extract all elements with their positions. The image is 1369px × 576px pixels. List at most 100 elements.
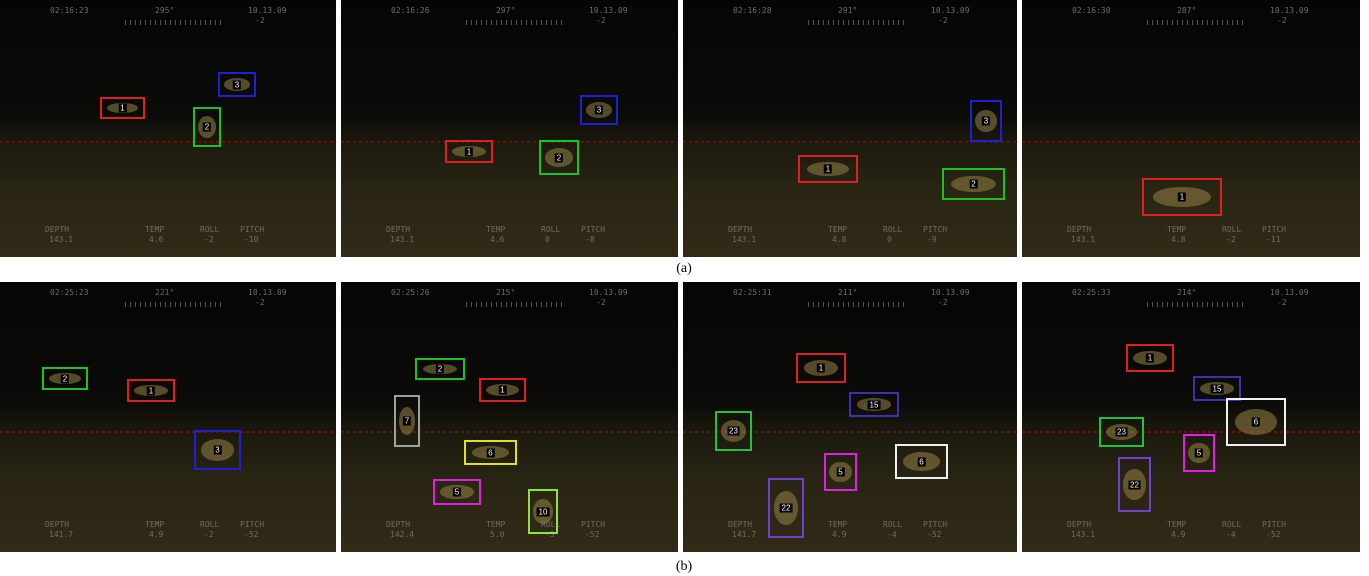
- date: 10.13.09: [1270, 288, 1309, 297]
- bounding-box: 5: [824, 453, 857, 491]
- temp-label: TEMP: [828, 520, 847, 529]
- roll-header: -2: [1277, 298, 1287, 307]
- box-label: 23: [727, 427, 740, 436]
- box-label: 1: [465, 147, 473, 156]
- date: 10.13.09: [589, 288, 628, 297]
- date: 10.13.09: [931, 6, 970, 15]
- temp-label: TEMP: [486, 225, 505, 234]
- roll-label: ROLL: [883, 520, 902, 529]
- roll-header: -2: [255, 298, 265, 307]
- temp-label: TEMP: [145, 520, 164, 529]
- laser-line: [683, 141, 1017, 143]
- pitch-label: PITCH: [240, 520, 264, 529]
- box-label: 1: [817, 364, 825, 373]
- box-label: 5: [1195, 449, 1203, 458]
- bounding-box: 1: [798, 155, 858, 183]
- box-label: 5: [453, 488, 461, 497]
- bounding-box: 1: [479, 378, 526, 402]
- temp-value: 4.6: [149, 235, 163, 244]
- laser-line: [1022, 141, 1360, 143]
- box-label: 7: [403, 417, 411, 426]
- compass-strip: [125, 302, 225, 307]
- roll-value: -2: [204, 530, 214, 539]
- timestamp: 02:16:30: [1072, 6, 1111, 15]
- box-label: 1: [498, 386, 506, 395]
- roll-header: -2: [596, 16, 606, 25]
- depth-label: DEPTH: [728, 225, 752, 234]
- pitch-label: PITCH: [581, 520, 605, 529]
- date: 10.13.09: [1270, 6, 1309, 15]
- box-label: 2: [969, 180, 977, 189]
- box-label: 3: [233, 80, 241, 89]
- box-label: 2: [61, 374, 69, 383]
- bounding-box: 23: [1099, 417, 1144, 447]
- box-label: 10: [537, 507, 550, 516]
- depth-value: 143.1: [390, 235, 414, 244]
- roll-header: -2: [596, 298, 606, 307]
- timestamp: 02:25:23: [50, 288, 89, 297]
- box-label: 3: [213, 446, 221, 455]
- temp-label: TEMP: [1167, 520, 1186, 529]
- pitch-label: PITCH: [923, 225, 947, 234]
- bounding-box: 6: [464, 440, 517, 465]
- depth-label: DEPTH: [386, 225, 410, 234]
- bounding-box: 7: [394, 395, 420, 447]
- heading: 211°: [838, 288, 857, 297]
- bounding-box: 2: [539, 140, 579, 175]
- bounding-box: 2: [193, 107, 221, 147]
- compass-strip: [1147, 302, 1247, 307]
- date: 10.13.09: [248, 288, 287, 297]
- temp-label: TEMP: [828, 225, 847, 234]
- roll-header: -2: [938, 298, 948, 307]
- roll-header: -2: [1277, 16, 1287, 25]
- caption: (a): [676, 261, 692, 277]
- box-label: 22: [1128, 480, 1141, 489]
- compass-strip: [466, 20, 566, 25]
- bounding-box: 2: [415, 358, 465, 380]
- compass-strip: [808, 302, 908, 307]
- box-label: 5: [836, 468, 844, 477]
- pitch-value: -52: [927, 530, 941, 539]
- pitch-label: PITCH: [923, 520, 947, 529]
- pitch-value: -10: [244, 235, 258, 244]
- bounding-box: 5: [433, 479, 481, 505]
- roll-label: ROLL: [883, 225, 902, 234]
- roll-label: ROLL: [1222, 520, 1241, 529]
- figure: 02:16:23295°10.13.09-2DEPTH143.1TEMP4.6R…: [0, 0, 1369, 576]
- laser-line: [0, 141, 336, 143]
- bounding-box: 10: [528, 489, 558, 534]
- temp-value: 4.8: [832, 235, 846, 244]
- timestamp: 02:25:26: [391, 288, 430, 297]
- depth-value: 143.1: [1071, 235, 1095, 244]
- box-label: 3: [595, 106, 603, 115]
- box-label: 2: [436, 365, 444, 374]
- box-label: 15: [1211, 384, 1224, 393]
- heading: 287°: [1177, 6, 1196, 15]
- compass-strip: [808, 20, 908, 25]
- roll-value: -4: [887, 530, 897, 539]
- box-label: 1: [118, 104, 126, 113]
- bounding-box: 1: [1142, 178, 1222, 216]
- laser-line: [1022, 431, 1360, 433]
- bounding-box: 6: [895, 444, 948, 479]
- heading: 214°: [1177, 288, 1196, 297]
- pitch-value: -9: [927, 235, 937, 244]
- heading: 221°: [155, 288, 174, 297]
- date: 10.13.09: [248, 6, 287, 15]
- laser-line: [341, 431, 678, 433]
- pitch-value: -52: [585, 530, 599, 539]
- temp-value: 4.8: [1171, 235, 1185, 244]
- roll-value: -2: [1226, 235, 1236, 244]
- box-label: 1: [147, 386, 155, 395]
- bounding-box: 6: [1226, 398, 1286, 446]
- bounding-box: 1: [127, 379, 175, 402]
- depth-label: DEPTH: [728, 520, 752, 529]
- bounding-box: 3: [218, 72, 256, 97]
